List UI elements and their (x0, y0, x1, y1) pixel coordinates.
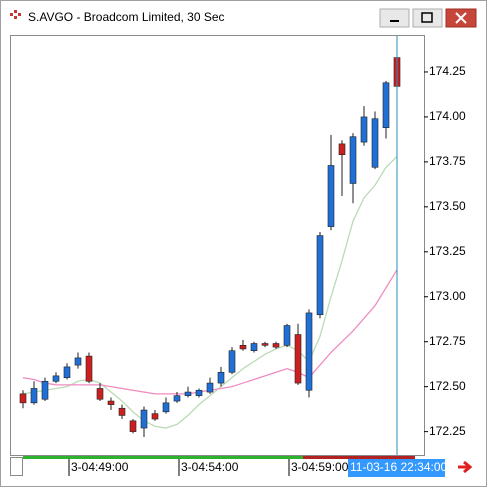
candle-body (63, 366, 71, 378)
candle-body (217, 371, 225, 384)
candle-body (140, 409, 148, 429)
candle-body (283, 325, 291, 346)
moving-average-line (22, 156, 398, 429)
y-tick-label: 174.25 (429, 64, 466, 78)
candle-body (30, 388, 38, 404)
candle-body (228, 350, 236, 373)
y-tick-label: 173.00 (429, 289, 466, 303)
app-icon (10, 10, 21, 19)
candle-body (382, 82, 390, 129)
x-tick-label: 3-04:49:00 (71, 460, 129, 474)
candle-body (327, 165, 335, 227)
maximize-button[interactable] (412, 8, 443, 28)
candle-body (294, 334, 302, 384)
candle-body (360, 116, 368, 143)
y-tick-label: 172.25 (429, 424, 466, 438)
x-tick-label: 3-04:59:00 (291, 460, 349, 474)
candle-body (107, 400, 115, 405)
candle-body (338, 143, 346, 155)
plot: 172.25 172.50 172.75 173.00 173.25 173.50 173.… (19, 36, 466, 476)
y-tick-label: 174.00 (429, 109, 466, 123)
candle-body (371, 118, 379, 168)
y-tick-label: 173.25 (429, 244, 466, 258)
candle-body (52, 375, 60, 382)
candle-body (272, 343, 280, 348)
y-tick-label: 173.75 (429, 154, 466, 168)
plot-area (10, 35, 425, 456)
candle-body (151, 413, 159, 420)
candle-body (250, 343, 258, 351)
candle-body (19, 393, 27, 404)
candle-body (261, 343, 269, 346)
close-button[interactable] (445, 8, 477, 28)
candle-body (195, 389, 203, 396)
candle-body (85, 355, 93, 382)
candle-body (96, 388, 104, 400)
y-tick-label: 172.75 (429, 334, 466, 348)
minimize-button[interactable] (379, 8, 410, 28)
crosshair-label: 11-03-16 22:34:00 (350, 460, 448, 474)
scroll-box[interactable] (10, 457, 23, 476)
candle-body (184, 391, 192, 396)
candle-body (129, 420, 137, 432)
candle-body (118, 407, 126, 416)
candle-body (162, 402, 170, 413)
candle-body (206, 382, 214, 393)
crosshair-label-box (348, 459, 445, 477)
candle-body (349, 136, 357, 184)
candle-body (305, 312, 313, 391)
candle-body (173, 395, 181, 402)
x-tick-label: 3-04:54:00 (181, 460, 239, 474)
y-tick-label: 172.50 (429, 379, 466, 393)
scroll-arrow[interactable] (458, 460, 473, 474)
candle-body (74, 357, 82, 366)
candle-body (239, 345, 247, 350)
y-tick-label: 173.50 (429, 199, 466, 213)
candle-body (316, 235, 324, 316)
window-title: S.AVGO - Broadcom Limited, 30 Sec (28, 10, 225, 24)
candle-body (41, 380, 49, 400)
